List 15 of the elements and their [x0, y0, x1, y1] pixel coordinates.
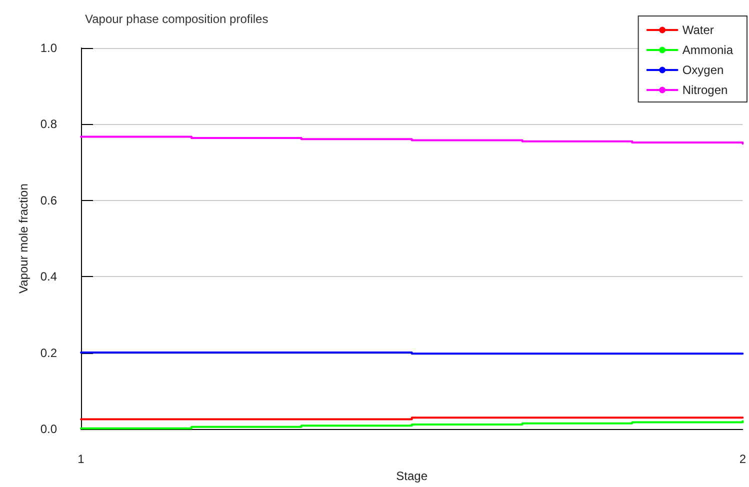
x-tick-label: 2 — [739, 452, 746, 466]
y-tick-label: 1.0 — [40, 41, 58, 55]
x-axis-title: Stage — [396, 469, 428, 483]
legend-label: Oxygen — [682, 63, 724, 77]
y-tick-label: 0.6 — [40, 193, 58, 208]
chart-title: Vapour phase composition profiles — [85, 12, 268, 26]
y-tick-label: 0.8 — [40, 117, 58, 132]
y-tick-label: 0.4 — [40, 270, 58, 284]
y-tick-label: 0.0 — [40, 422, 58, 436]
x-tick-label: 1 — [78, 452, 85, 466]
y-axis-title: Vapour mole fraction — [16, 184, 30, 294]
y-tick-label: 0.2 — [40, 346, 58, 360]
legend-label: Nitrogen — [682, 83, 728, 97]
legend-label: Water — [682, 23, 714, 37]
legend-label: Ammonia — [682, 43, 734, 57]
